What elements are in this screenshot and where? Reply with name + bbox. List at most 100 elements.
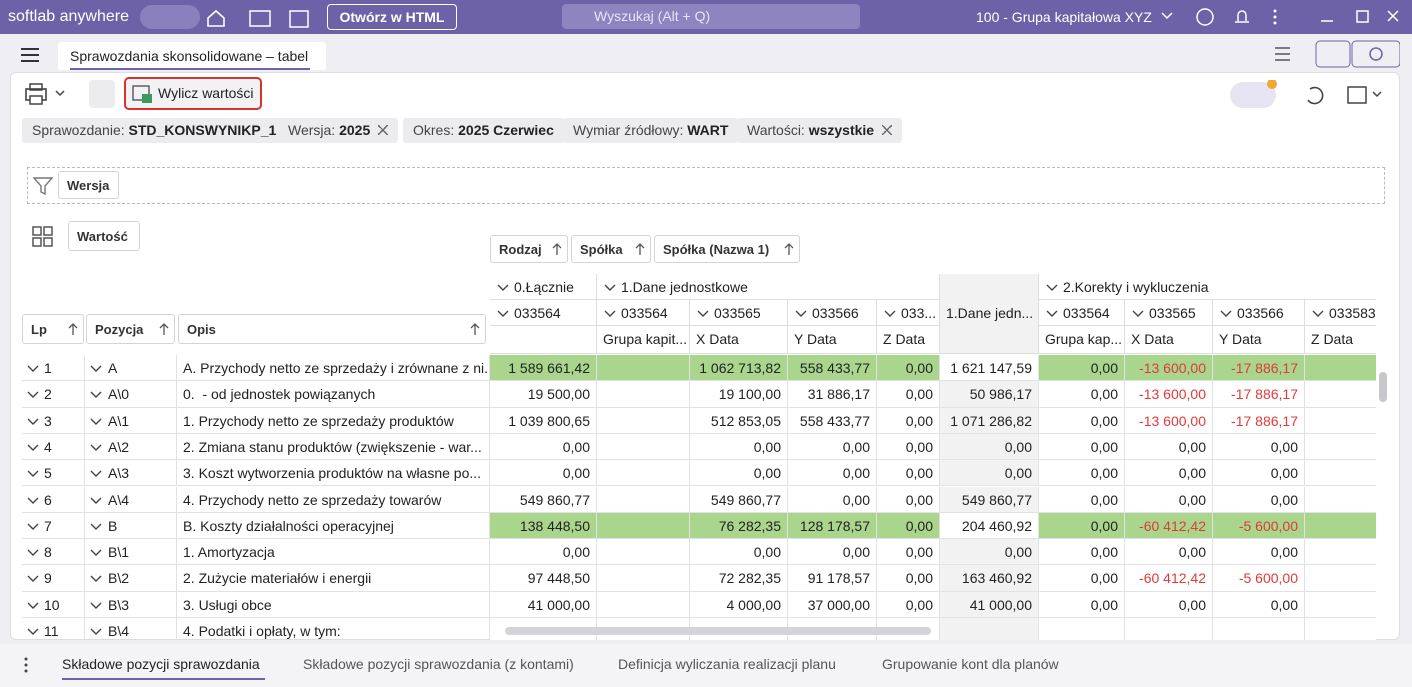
row-opis: 2. Zużycie materiałów i energii: [177, 565, 490, 591]
expand-chevron[interactable]: [27, 602, 39, 610]
expand-chevron[interactable]: [90, 575, 102, 583]
value-cell: [597, 513, 690, 539]
value-cell: [1305, 408, 1376, 434]
expand-chevron[interactable]: [90, 365, 102, 373]
chip-label: Okres:: [413, 122, 454, 138]
expand-chevron[interactable]: [90, 418, 102, 426]
filter-chip[interactable]: Sprawozdanie: STD_KONSWYNIKP_1: [22, 118, 286, 143]
expand-chevron[interactable]: [27, 497, 39, 505]
value-cell: 1 589 661,42: [490, 355, 597, 381]
expand-chevron[interactable]: [27, 549, 39, 557]
value-cell: [1213, 618, 1305, 640]
expand-chevron[interactable]: [90, 470, 102, 478]
filter-field: Wersja: [58, 171, 119, 199]
expand-chevron[interactable]: [27, 523, 39, 531]
value-cell: 91 178,57: [788, 565, 877, 591]
sort-icon[interactable]: [470, 323, 480, 336]
expand-chevron[interactable]: [90, 391, 102, 399]
value-cell: [1305, 381, 1376, 407]
expand-chevron[interactable]: [1312, 310, 1324, 318]
value-cell: 128 178,57: [788, 513, 877, 539]
active-tab-underline: [62, 678, 265, 680]
value-cell: 0,00: [1125, 487, 1213, 513]
value-cell: 0,00: [877, 460, 940, 486]
filter-chip[interactable]: Wersja: 2025: [278, 118, 398, 143]
expand-chevron[interactable]: [497, 310, 509, 318]
expand-chevron[interactable]: [1046, 284, 1058, 292]
expand-chevron[interactable]: [27, 628, 39, 636]
expand-chevron[interactable]: [27, 444, 39, 452]
bottom-tab[interactable]: Składowe pozycji sprawozdania: [62, 656, 260, 672]
column-name-header: X Data: [690, 326, 788, 354]
expand-chevron[interactable]: [795, 310, 807, 318]
v-scrollbar[interactable]: [1379, 372, 1387, 402]
chip-value: 2025: [339, 122, 370, 138]
value-cell: 1 039 800,65: [490, 408, 597, 434]
expand-chevron[interactable]: [90, 628, 102, 636]
value-cell: [1039, 618, 1125, 640]
expand-chevron[interactable]: [27, 365, 39, 373]
value-cell: 0,00: [1039, 381, 1125, 407]
bottom-tab[interactable]: Składowe pozycji sprawozdania (z kontami…: [303, 656, 574, 672]
value-cell: [597, 408, 690, 434]
row-opis: A. Przychody netto ze sprzedaży i zrówna…: [177, 355, 490, 381]
expand-chevron[interactable]: [497, 284, 509, 292]
expand-chevron[interactable]: [27, 418, 39, 426]
value-cell: [1305, 355, 1376, 381]
value-cell: -17 886,17: [1213, 381, 1305, 407]
expand-chevron[interactable]: [90, 444, 102, 452]
column-name-header: Grupa kap...: [1039, 326, 1125, 354]
value-cell: 1 062 713,82: [690, 355, 788, 381]
value-cell: 138 448,50: [490, 513, 597, 539]
value-cell: 512 853,05: [690, 408, 788, 434]
value-cell: [597, 460, 690, 486]
sort-icon[interactable]: [635, 243, 645, 256]
value-cell: 50 986,17: [940, 381, 1039, 407]
expand-chevron[interactable]: [90, 497, 102, 505]
sort-icon[interactable]: [159, 323, 169, 336]
expand-chevron[interactable]: [1220, 310, 1232, 318]
h-scrollbar[interactable]: [505, 627, 931, 635]
expand-chevron[interactable]: [697, 310, 709, 318]
value-cell: 0,00: [1039, 434, 1125, 460]
value-cell: 72 282,35: [690, 565, 788, 591]
value-cell: 1 621 147,59: [940, 355, 1039, 381]
chip-remove: [882, 125, 892, 135]
value-cell: 0,00: [490, 539, 597, 565]
value-cell: 0,00: [940, 539, 1039, 565]
value-cell: 549 860,77: [490, 487, 597, 513]
value-cell: 0,00: [1039, 513, 1125, 539]
chip-remove: [378, 125, 388, 135]
value-cell: 0,00: [877, 592, 940, 618]
value-cell: [597, 565, 690, 591]
expand-chevron[interactable]: [604, 310, 616, 318]
expand-chevron[interactable]: [27, 470, 39, 478]
expand-chevron[interactable]: [27, 391, 39, 399]
expand-chevron[interactable]: [1046, 310, 1058, 318]
bottom-menu[interactable]: [22, 656, 30, 674]
value-cell: [1305, 513, 1376, 539]
expand-chevron[interactable]: [1132, 310, 1144, 318]
sort-icon[interactable]: [552, 243, 562, 256]
expand-chevron[interactable]: [27, 575, 39, 583]
column-field[interactable]: Spółka (Nazwa 1): [654, 235, 800, 263]
bottom-tab[interactable]: Grupowanie kont dla planów: [882, 656, 1059, 672]
value-cell: 4 000,00: [690, 592, 788, 618]
column-name-header: Z Data: [877, 326, 940, 354]
value-cell: 0,00: [1039, 355, 1125, 381]
expand-chevron[interactable]: [90, 602, 102, 610]
row-opis: B. Koszty działalności operacyjnej: [177, 513, 490, 539]
filter-chip[interactable]: Wymiar źródłowy: WART: [563, 118, 738, 143]
filter-chip[interactable]: Wartości: wszystkie: [737, 118, 902, 143]
sort-icon[interactable]: [784, 243, 794, 256]
row-field[interactable]: Opis: [178, 314, 486, 344]
expand-chevron[interactable]: [884, 310, 896, 318]
sort-icon[interactable]: [68, 323, 78, 336]
bottom-tab[interactable]: Definicja wyliczania realizacji planu: [618, 656, 836, 672]
expand-chevron[interactable]: [90, 523, 102, 531]
value-cell: 0,00: [1039, 565, 1125, 591]
filter-chip[interactable]: Okres: 2025 Czerwiec: [403, 118, 564, 143]
expand-chevron[interactable]: [90, 549, 102, 557]
expand-chevron[interactable]: [604, 284, 616, 292]
value-cell: 0,00: [788, 539, 877, 565]
